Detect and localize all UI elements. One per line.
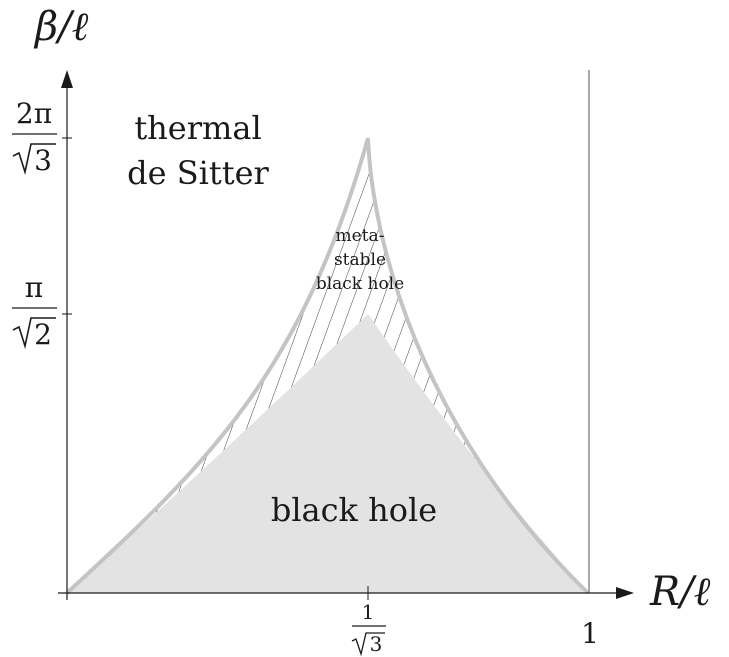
x-tick-mid-den: 3: [351, 632, 385, 657]
outer-boundary-curve-right: [366, 137, 590, 595]
svg-text:2: 2: [34, 318, 52, 351]
meta-label-line2: stable: [334, 250, 386, 270]
y-axis-arrow-icon: [61, 70, 73, 88]
meta-label-line1: meta-: [336, 226, 385, 246]
sqrt-icon: [12, 317, 56, 350]
x-axis-label: R/ℓ: [649, 569, 711, 615]
y-tick-top-num: 2π: [16, 97, 52, 130]
sqrt-icon: [12, 143, 56, 176]
thermal-label-line1: thermal: [134, 109, 261, 147]
y-axis-label: β/ℓ: [33, 4, 89, 50]
black-hole-region: [67, 314, 588, 593]
svg-text:3: 3: [370, 632, 383, 656]
svg-text:3: 3: [34, 144, 52, 177]
meta-label-line3: black hole: [316, 274, 404, 294]
y-tick-top-den: 3: [12, 143, 56, 177]
x-tick-end-label: 1: [581, 617, 599, 650]
y-tick-mid-num: π: [25, 271, 43, 304]
black-hole-label: black hole: [271, 491, 437, 529]
sqrt-icon: [351, 632, 385, 657]
outer-boundary-curve: [65, 137, 370, 595]
x-tick-mid-num: 1: [362, 600, 375, 624]
y-tick-mid-den: 2: [12, 317, 56, 351]
thermal-label-line2: de Sitter: [127, 154, 269, 192]
x-axis-arrow-icon: [616, 587, 634, 599]
